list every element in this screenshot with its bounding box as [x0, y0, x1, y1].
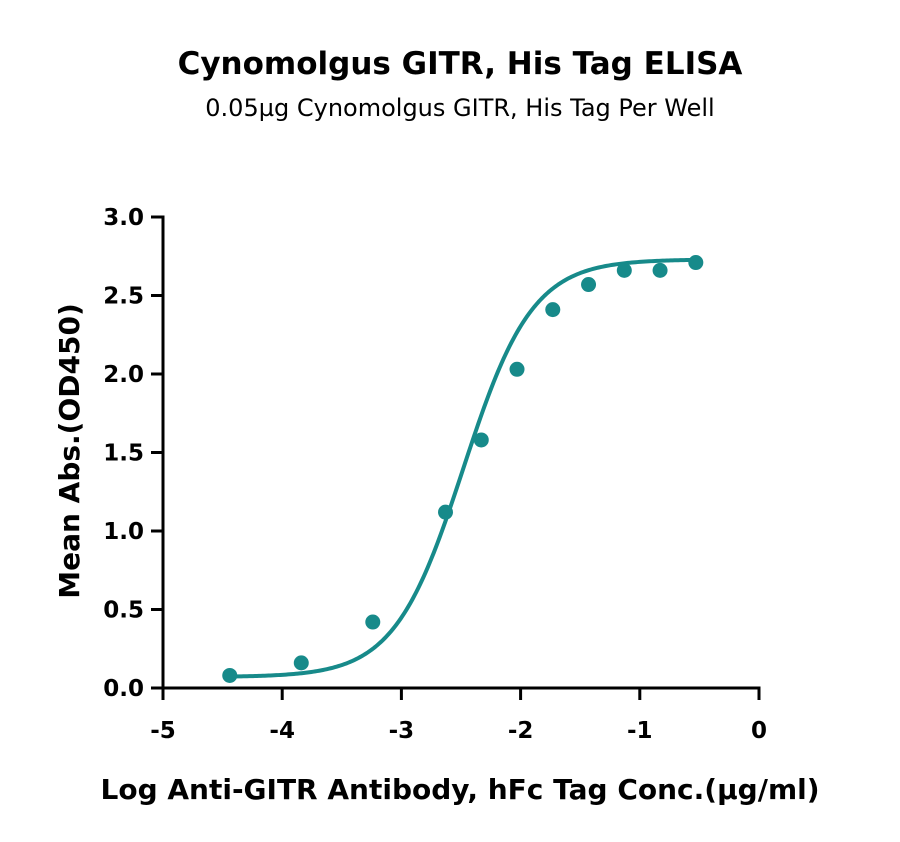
x-tick-label: -1 [627, 718, 653, 744]
y-tick-label: 3.0 [103, 205, 144, 231]
data-point [509, 361, 525, 377]
data-point [438, 504, 454, 520]
x-tick-label: 0 [751, 718, 767, 744]
x-axis: -5 -4 -3 -2 -1 0 [150, 686, 767, 744]
data-point [652, 262, 668, 278]
x-axis-label: Log Anti-GITR Antibody, hFc Tag Conc.(µg… [100, 773, 819, 806]
x-tick-label: -2 [508, 718, 534, 744]
y-tick-label: 0.0 [103, 676, 144, 702]
fit-curve-line [227, 257, 698, 679]
y-tick-label: 1.5 [103, 441, 144, 467]
x-tick-label: -4 [269, 718, 295, 744]
data-point [545, 302, 561, 318]
fit-curve-layer [227, 257, 698, 679]
y-tick-label: 2.0 [103, 362, 144, 388]
data-point [688, 255, 704, 271]
data-point [581, 277, 597, 293]
y-tick-label: 2.5 [103, 284, 144, 310]
chart-title: Cynomolgus GITR, His Tag ELISA [178, 46, 743, 82]
x-tick-label: -3 [389, 718, 415, 744]
y-tick-label: 0.5 [103, 598, 144, 624]
data-point [473, 432, 489, 448]
data-points-layer [222, 255, 704, 683]
chart-subtitle: 0.05µg Cynomolgus GITR, His Tag Per Well [205, 94, 714, 122]
data-point [365, 614, 381, 630]
data-point [222, 667, 238, 683]
y-axis-label: Mean Abs.(OD450) [53, 303, 86, 599]
y-axis: 0.0 0.5 1.0 1.5 2.0 2.5 3.0 [103, 205, 165, 702]
y-tick-label: 1.0 [103, 519, 144, 545]
data-point [293, 655, 309, 671]
data-point [616, 262, 632, 278]
x-tick-label: -5 [150, 718, 176, 744]
